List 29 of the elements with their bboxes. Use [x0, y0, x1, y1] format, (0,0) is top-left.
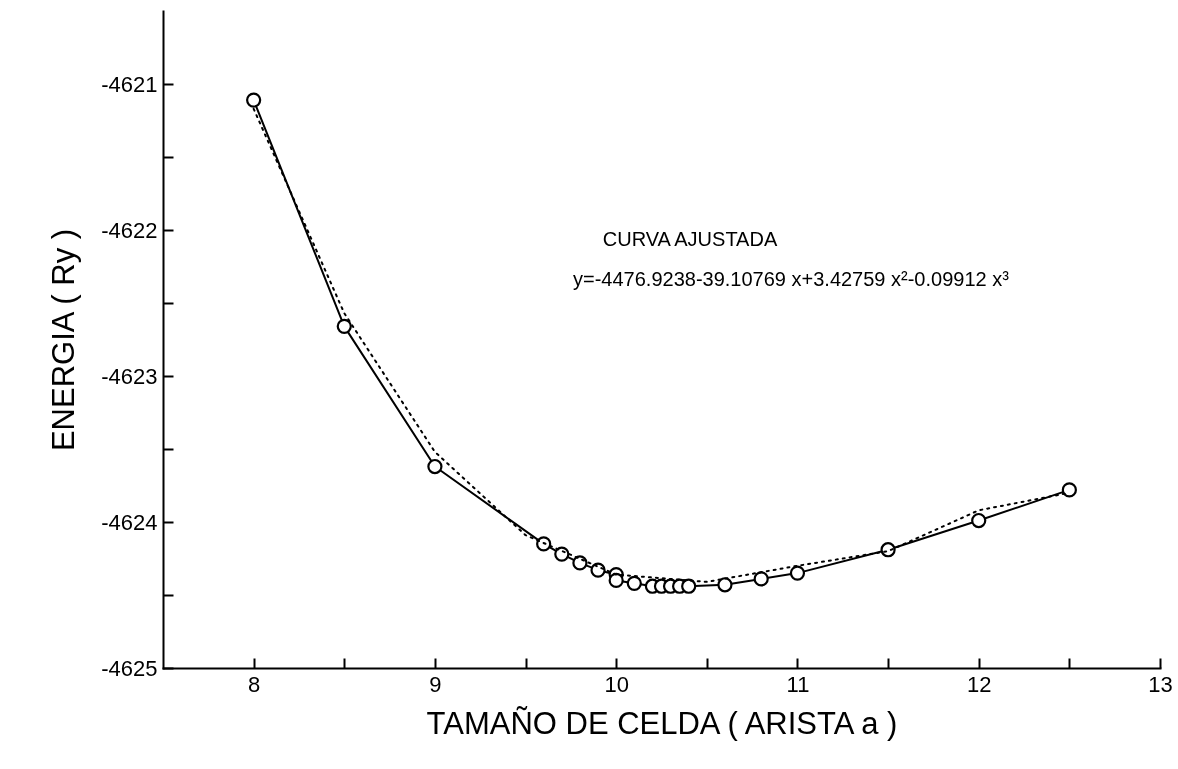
point: [572, 555, 588, 571]
annotation: CURVA AJUSTADA: [602, 228, 778, 250]
point: [626, 575, 642, 591]
y-tick-label: -4625: [101, 655, 158, 681]
y-axis-title: ENERGIA ( Ry ): [46, 228, 82, 452]
x-tick-label: 9: [429, 671, 442, 697]
x-tick-label: 12: [966, 671, 992, 697]
point: [1061, 482, 1077, 498]
point: [427, 458, 443, 475]
y-tick-label: -4622: [101, 217, 158, 243]
point: [753, 571, 769, 587]
y-tick-label: -4621: [101, 71, 158, 97]
x-axis-title: TAMAÑO DE CELDA ( ARISTA a ): [426, 705, 898, 741]
point: [246, 92, 262, 108]
point: [554, 546, 570, 562]
point: [717, 577, 733, 593]
y-tick-label: -4624: [101, 509, 158, 535]
point: [608, 572, 624, 589]
y-tick-label: -4623: [101, 363, 158, 389]
x-tick-label: 10: [604, 671, 629, 697]
point: [971, 512, 987, 529]
x-tick-label: 13: [1148, 671, 1173, 697]
x-tick-label: 8: [248, 671, 261, 697]
point: [336, 318, 352, 334]
point: [536, 536, 552, 552]
point: [789, 565, 806, 581]
x-tick-label: 11: [786, 671, 810, 697]
point: [681, 578, 697, 594]
annotation: y=-4476.9238-39.10769 x+3.42759 x²-0.09912 x³: [573, 268, 1010, 290]
